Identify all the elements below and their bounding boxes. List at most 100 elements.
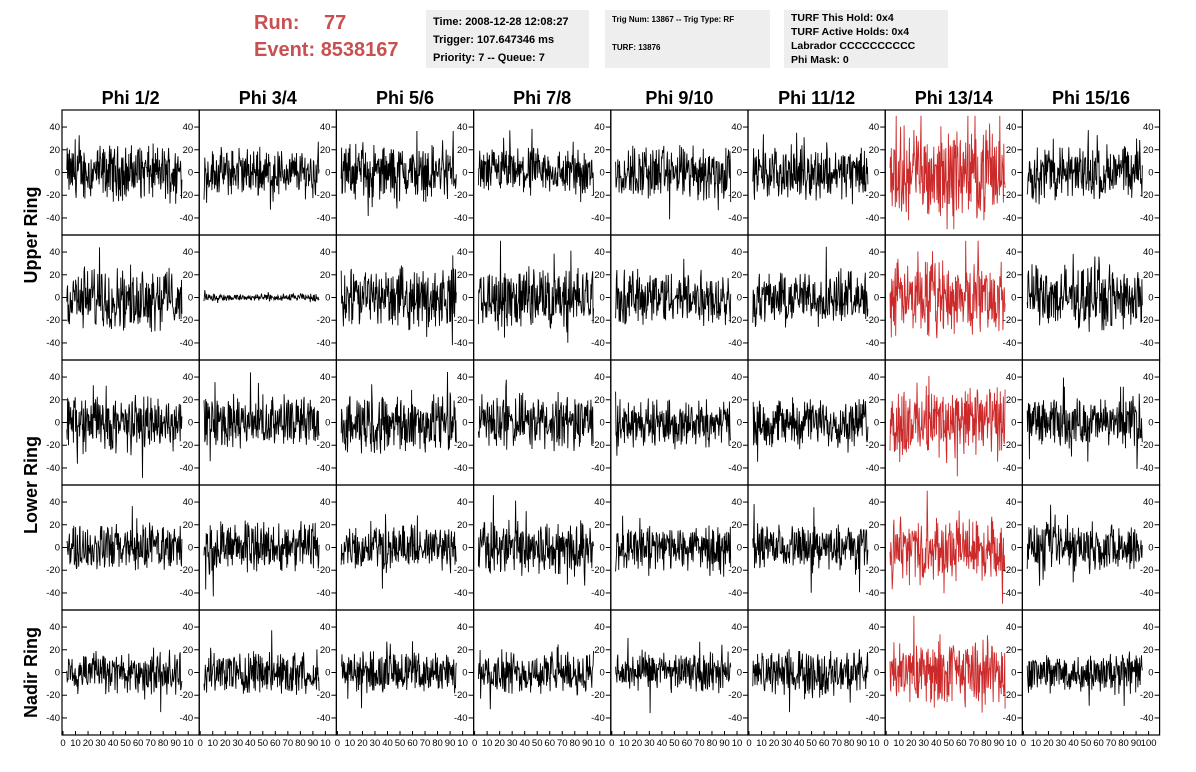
row-label: Upper Ring: [21, 187, 41, 284]
waveform-trace: [203, 372, 320, 462]
y-tick-label: -20: [1003, 565, 1017, 576]
y-tick-label: 0: [1148, 168, 1153, 179]
y-tick-label: -20: [1140, 315, 1154, 326]
y-tick-label: 40: [457, 247, 468, 258]
y-tick-label: 0: [600, 293, 605, 304]
trig-num-text: Trig Num: 13867 -- Trig Type: RF: [612, 15, 735, 24]
y-tick-label: 40: [457, 622, 468, 633]
y-tick-label: -40: [728, 588, 742, 599]
x-tick-label: 10: [345, 738, 356, 749]
y-tick-label: 40: [1143, 122, 1154, 133]
y-tick-label: -20: [317, 440, 331, 451]
y-tick-label: -40: [1003, 213, 1017, 224]
y-tick-label: 0: [1011, 543, 1016, 554]
y-tick-label: -40: [317, 338, 331, 349]
y-tick-label: 0: [874, 293, 879, 304]
y-tick-label: 0: [737, 418, 742, 429]
x-tick-label: 10: [183, 738, 194, 749]
trigger-text: Trigger: 107.647346 ms: [433, 34, 555, 46]
run-value: 77: [324, 12, 347, 34]
y-tick-label: 40: [183, 622, 194, 633]
x-tick-label: 80: [432, 738, 443, 749]
y-tick-label: -20: [454, 565, 468, 576]
x-tick-label: 90: [719, 738, 730, 749]
y-tick-label: -20: [728, 440, 742, 451]
waveform-trace: [615, 515, 732, 577]
x-tick-label: 10: [1006, 738, 1017, 749]
x-tick-label: 60: [133, 738, 144, 749]
column-header: Phi 1/2: [102, 88, 160, 108]
y-tick-label: -20: [865, 440, 879, 451]
x-tick-label: 80: [707, 738, 718, 749]
y-tick-label: 20: [1143, 645, 1154, 656]
y-tick-label: -40: [865, 338, 879, 349]
y-tick-label: 0: [737, 668, 742, 679]
y-tick-label: 20: [869, 645, 880, 656]
y-tick-label: 40: [183, 122, 194, 133]
y-tick-label: 0: [55, 168, 60, 179]
waveform-trace: [477, 379, 594, 452]
y-tick-label: -40: [46, 338, 60, 349]
x-tick-label: 0: [746, 738, 751, 749]
y-tick-label: 40: [594, 122, 605, 133]
y-tick-label: 0: [737, 293, 742, 304]
y-tick-label: -40: [46, 463, 60, 474]
y-tick-label: 20: [594, 270, 605, 281]
y-tick-label: -20: [1140, 690, 1154, 701]
y-tick-label: 0: [1148, 418, 1153, 429]
x-tick-label: 10: [756, 738, 767, 749]
y-tick-label: -20: [865, 565, 879, 576]
y-tick-label: 0: [1011, 668, 1016, 679]
y-tick-label: -40: [454, 213, 468, 224]
x-tick-label: 20: [632, 738, 643, 749]
y-tick-label: 20: [869, 270, 880, 281]
y-tick-label: 40: [457, 372, 468, 383]
y-tick-label: 0: [874, 668, 879, 679]
y-tick-label: -20: [317, 565, 331, 576]
y-tick-label: 40: [49, 122, 60, 133]
y-tick-label: 0: [462, 418, 467, 429]
y-tick-label: 40: [1143, 622, 1154, 633]
y-tick-label: 0: [55, 668, 60, 679]
waveform-trace: [340, 641, 457, 709]
y-tick-label: -40: [728, 213, 742, 224]
waveform-trace: [203, 141, 320, 210]
x-tick-label: 90: [308, 738, 319, 749]
x-tick-label: 90: [170, 738, 181, 749]
y-tick-label: 40: [1006, 497, 1017, 508]
waveform-trace: [66, 385, 183, 478]
y-tick-label: 20: [731, 395, 742, 406]
y-tick-label: 40: [731, 122, 742, 133]
y-tick-label: -40: [179, 338, 193, 349]
waveform-trace: [615, 637, 732, 714]
y-tick-label: -20: [728, 190, 742, 201]
y-tick-label: 20: [49, 645, 60, 656]
y-tick-label: -40: [454, 463, 468, 474]
y-tick-label: 20: [457, 270, 468, 281]
y-tick-label: 20: [1006, 270, 1017, 281]
turf-this-hold-text: TURF This Hold: 0x4: [791, 12, 894, 24]
y-tick-label: 40: [320, 247, 331, 258]
x-tick-label: 10: [457, 738, 468, 749]
y-tick-label: -20: [179, 190, 193, 201]
y-tick-label: 40: [869, 622, 880, 633]
event-label: Event:: [254, 39, 316, 61]
column-header: Phi 11/12: [778, 88, 855, 108]
y-tick-label: 40: [49, 622, 60, 633]
x-tick-label: 30: [1056, 738, 1067, 749]
y-tick-label: 20: [49, 145, 60, 156]
y-tick-label: -40: [317, 463, 331, 474]
y-tick-label: 20: [49, 395, 60, 406]
y-tick-label: 20: [457, 520, 468, 531]
y-tick-label: 20: [183, 395, 194, 406]
y-tick-label: 20: [1143, 395, 1154, 406]
y-tick-label: -40: [1140, 713, 1154, 724]
y-tick-label: 40: [457, 122, 468, 133]
y-tick-label: 20: [731, 145, 742, 156]
y-tick-label: -20: [591, 190, 605, 201]
y-tick-label: -20: [865, 190, 879, 201]
x-tick-label: 10: [893, 738, 904, 749]
y-tick-label: 40: [1143, 497, 1154, 508]
y-tick-label: 20: [320, 520, 331, 531]
y-tick-label: -20: [591, 440, 605, 451]
